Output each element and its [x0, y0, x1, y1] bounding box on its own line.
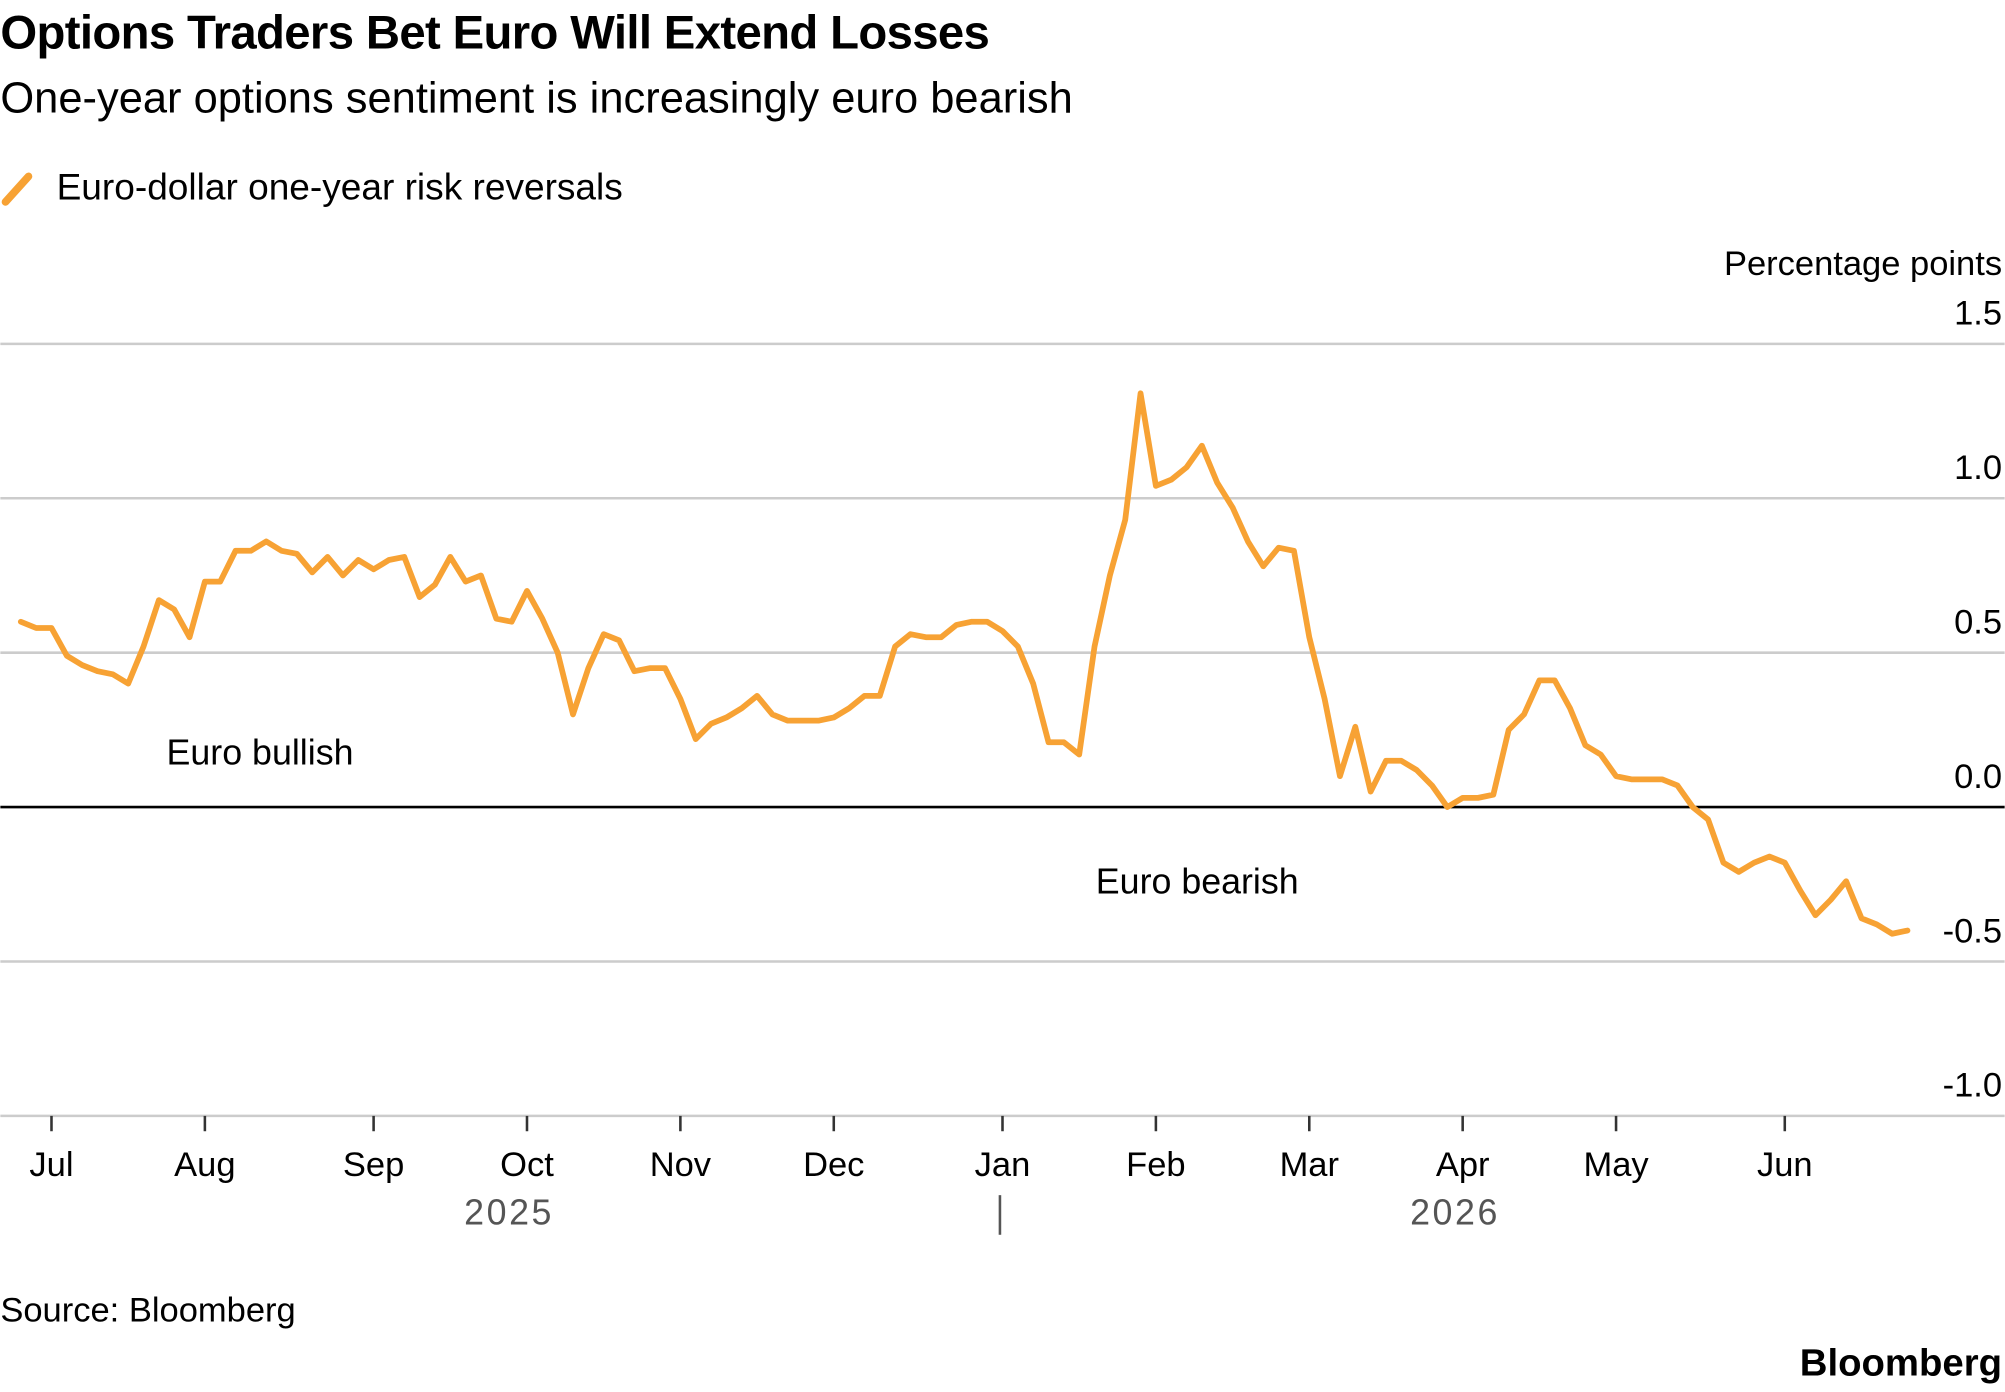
source: Source: Bloomberg	[0, 1292, 295, 1330]
x-tick-label: Nov	[650, 1146, 712, 1184]
x-tick-label: Sep	[343, 1146, 404, 1184]
x-tick-label: Feb	[1126, 1146, 1185, 1184]
y-tick-label: -0.5	[1943, 912, 2002, 950]
y-tick-label: 1.5	[1954, 295, 2002, 333]
year-label: 2026	[1410, 1193, 1500, 1233]
y-tick-label: 1.0	[1954, 449, 2002, 487]
year-label: 2025	[464, 1193, 554, 1233]
y-tick-label: 0.0	[1954, 758, 2002, 796]
y-tick-label: -1.0	[1943, 1067, 2002, 1105]
x-tick-label: Oct	[500, 1146, 554, 1184]
annotation: Euro bullish	[167, 732, 354, 772]
annotation: Euro bearish	[1096, 861, 1299, 901]
x-tick-label: Dec	[803, 1146, 864, 1184]
chart-subtitle: One-year options sentiment is increasing…	[0, 74, 1072, 122]
legend-swatch	[1, 172, 33, 206]
y-axis-label: Percentage points	[1724, 245, 2002, 283]
series-line	[17, 390, 1911, 937]
x-tick-label: Jul	[29, 1146, 73, 1184]
legend-label: Euro-dollar one-year risk reversals	[57, 165, 623, 207]
x-tick-label: Aug	[174, 1146, 235, 1184]
x-tick-label: Jun	[1757, 1146, 1813, 1184]
chart-title: Options Traders Bet Euro Will Extend Los…	[0, 7, 989, 60]
brand: Bloomberg	[1800, 1341, 2002, 1384]
x-tick-label: Apr	[1436, 1146, 1490, 1184]
x-tick-label: May	[1583, 1146, 1649, 1184]
x-tick-label: Jan	[975, 1146, 1031, 1184]
x-tick-label: Mar	[1280, 1146, 1339, 1184]
y-tick-label: 0.5	[1954, 603, 2002, 641]
